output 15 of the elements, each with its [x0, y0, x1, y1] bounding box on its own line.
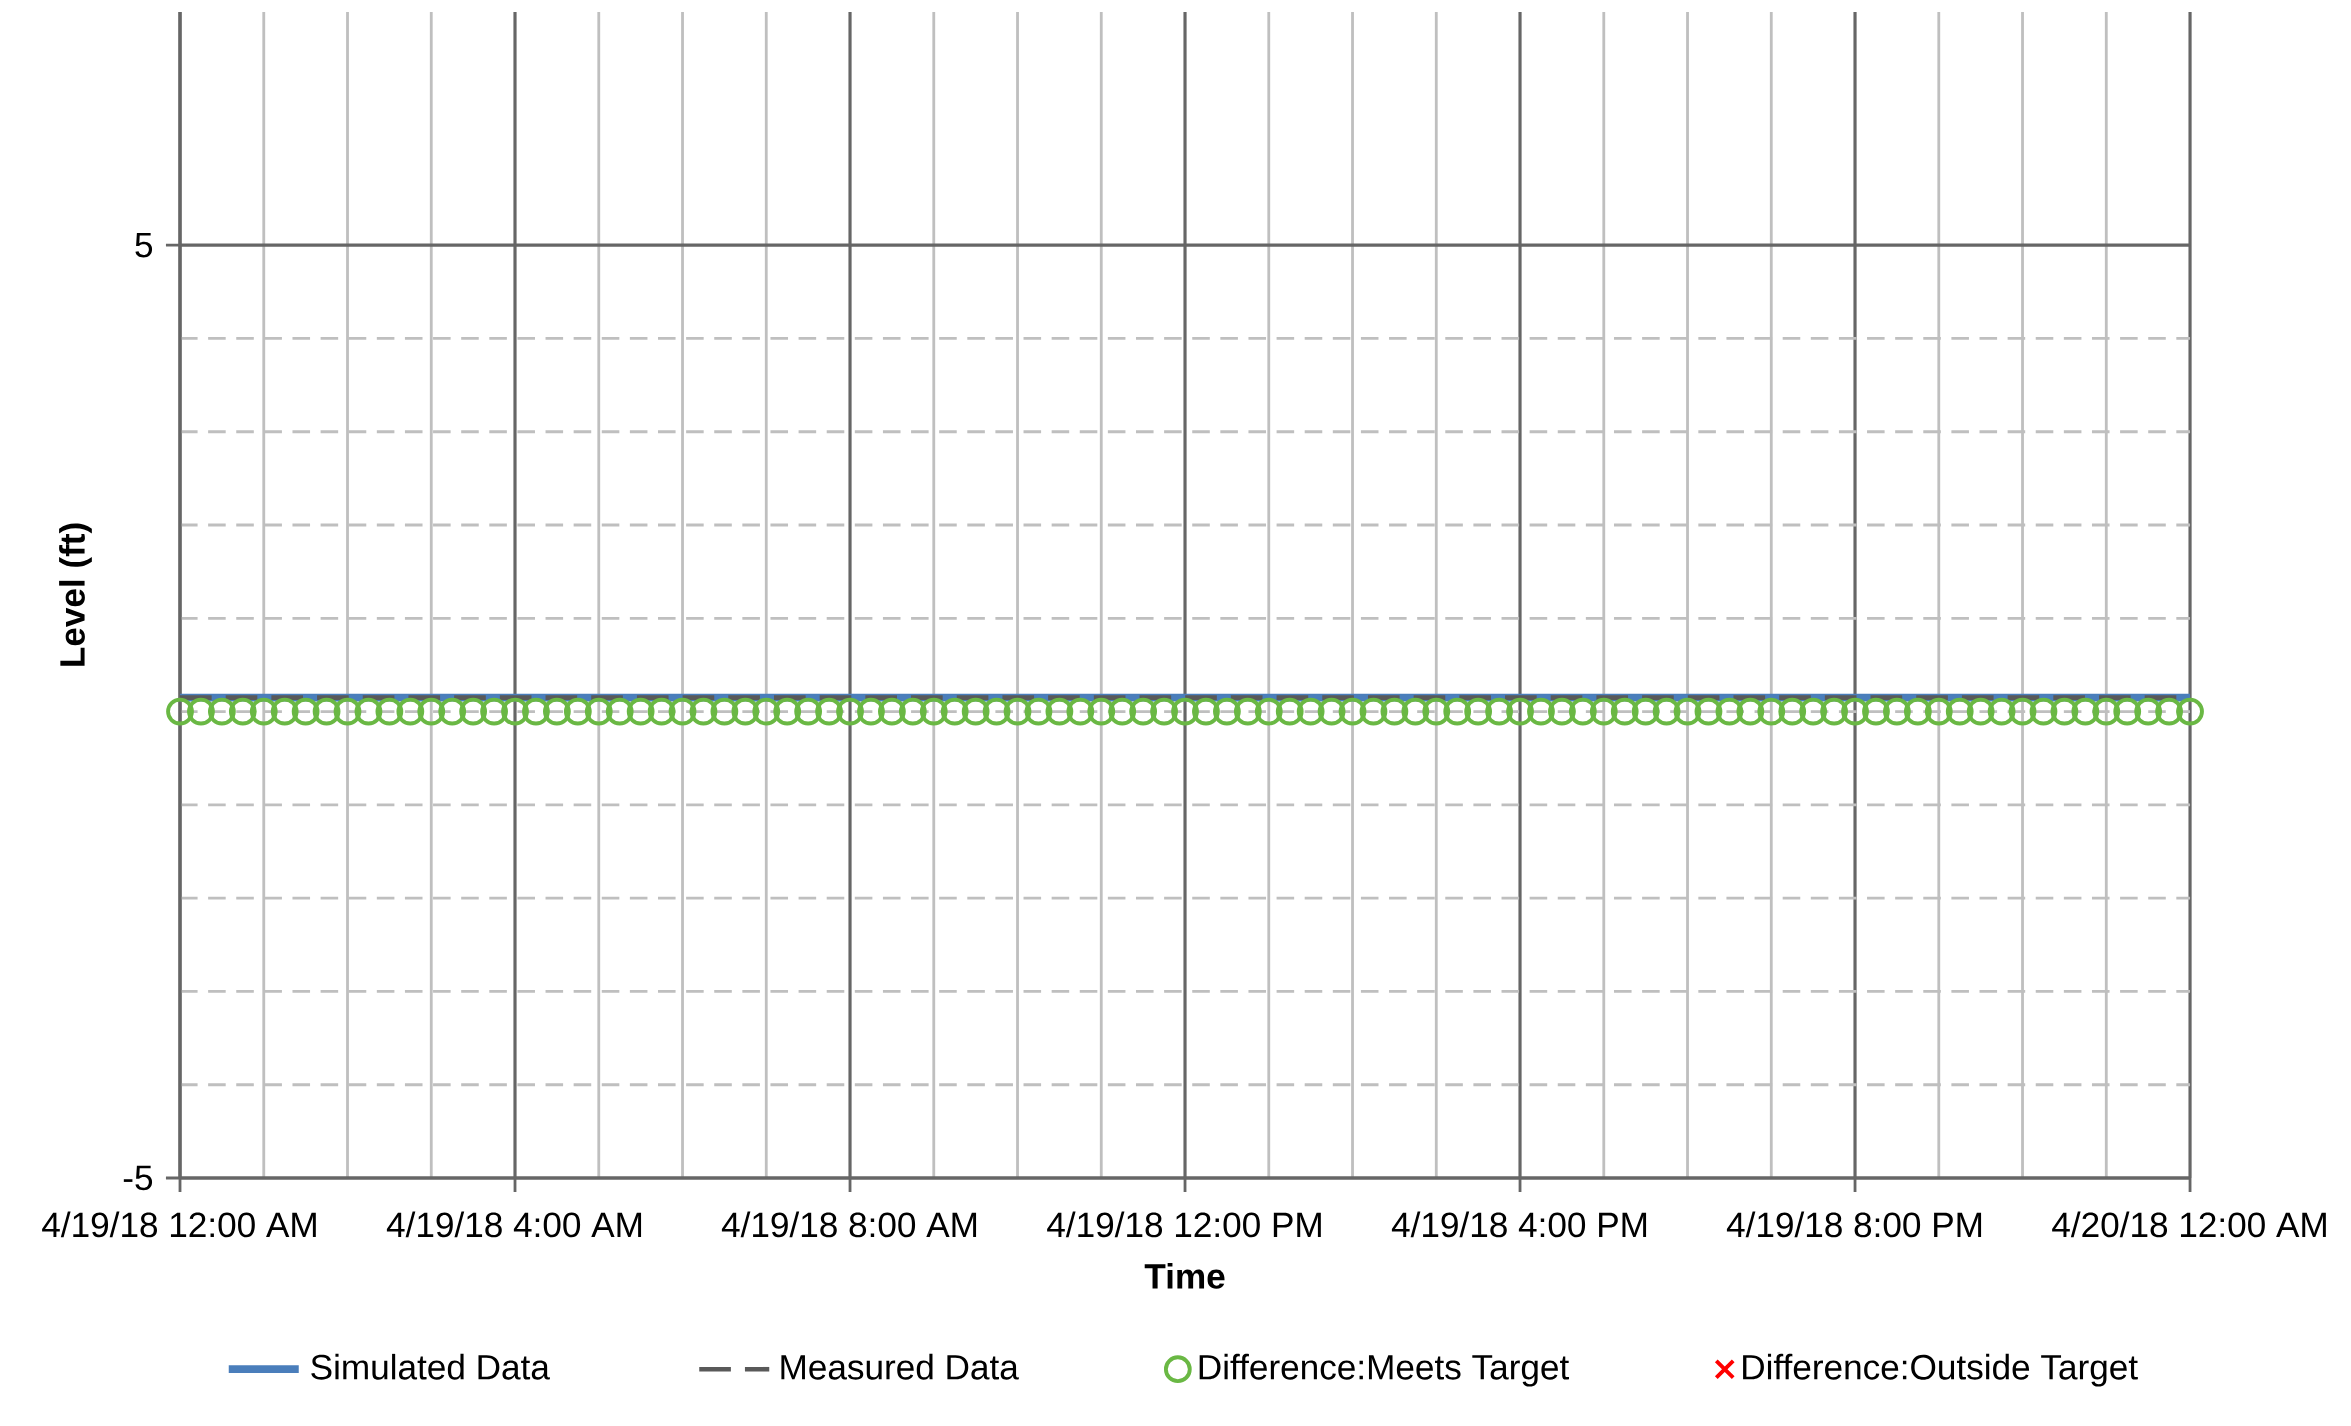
x-tick-label: 4/19/18 4:00 AM	[386, 1211, 642, 1238]
x-axis-title: Time	[1144, 1263, 1225, 1289]
y-tick-label: 5	[135, 232, 153, 258]
legend-label: Difference:Meets Target	[1199, 1353, 1570, 1387]
legend-label: Difference:Outside Target	[1743, 1353, 2138, 1387]
x-tick-label: 4/20/18 12:00 AM	[2052, 1211, 2326, 1238]
x-tick-label: 4/19/18 4:00 PM	[1391, 1211, 1647, 1238]
x-tick-label: 4/19/18 8:00 AM	[721, 1211, 977, 1238]
legend-label: Simulated Data	[311, 1353, 550, 1380]
legend-label: Measured Data	[781, 1353, 1019, 1380]
x-tick-label: 4/19/18 12:00 PM	[1047, 1211, 1321, 1238]
x-tick-label: 4/19/18 12:00 AM	[42, 1211, 316, 1238]
y-axis-title: Level (ft)	[59, 523, 92, 666]
y-tick-label: -5	[123, 1165, 153, 1191]
x-tick-label: 4/19/18 8:00 PM	[1726, 1211, 1982, 1238]
